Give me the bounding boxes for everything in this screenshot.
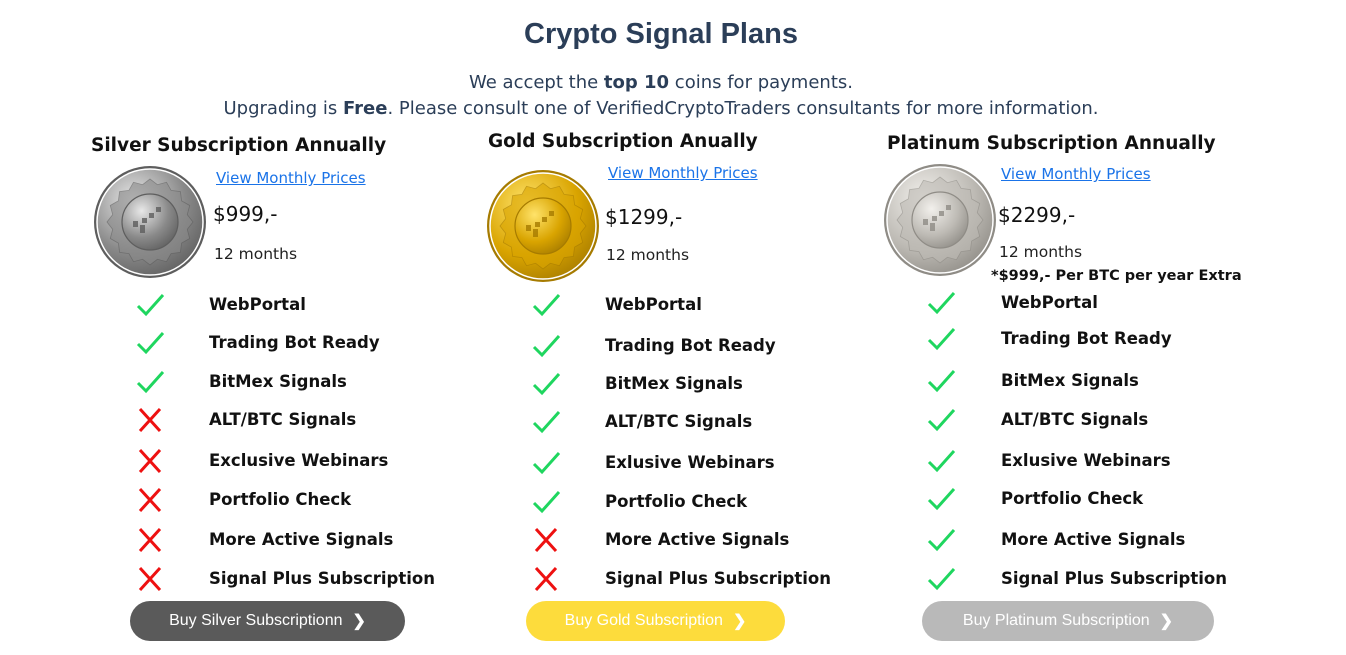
check-icon [532, 410, 561, 434]
cross-icon [532, 527, 560, 553]
buy-platinum-button[interactable]: Buy Platinum Subscription ❯ [922, 601, 1214, 641]
gold-coin-icon [486, 169, 600, 283]
check-icon [136, 370, 165, 394]
feature-label: Portfolio Check [605, 492, 748, 511]
buy-silver-button[interactable]: Buy Silver Subscriptionn ❯ [130, 601, 405, 641]
feature-label: ALT/BTC Signals [605, 412, 753, 431]
plan-title: Gold Subscription Anually [488, 131, 758, 152]
button-label: Buy Platinum Subscription [962, 612, 1150, 629]
feature-label: ALT/BTC Signals [209, 410, 357, 429]
plan-duration: 12 months [999, 243, 1083, 261]
check-icon [532, 490, 561, 514]
feature-label: Trading Bot Ready [1001, 329, 1172, 348]
upgrade-note: Upgrading is Free. Please consult one of… [223, 98, 1099, 119]
plan-duration: 12 months [214, 245, 298, 263]
chevron-right-icon: ❯ [1159, 613, 1174, 630]
check-icon [532, 293, 561, 317]
feature-label: Portfolio Check [209, 490, 352, 509]
check-icon [927, 449, 956, 473]
feature-label: WebPortal [1001, 293, 1098, 312]
feature-label: More Active Signals [605, 530, 790, 549]
check-icon [927, 291, 956, 315]
feature-label: BitMex Signals [605, 374, 743, 393]
check-icon [927, 567, 956, 591]
check-icon [136, 293, 165, 317]
view-monthly-prices-link[interactable]: View Monthly Prices [608, 164, 758, 182]
cross-icon [136, 487, 164, 513]
chevron-right-icon: ❯ [732, 613, 747, 630]
check-icon [532, 334, 561, 358]
feature-label: ALT/BTC Signals [1001, 410, 1149, 429]
feature-label: More Active Signals [1001, 530, 1186, 549]
feature-label: Signal Plus Subscription [209, 569, 435, 588]
plan-price: $999,- [213, 202, 278, 226]
feature-label: Trading Bot Ready [209, 333, 380, 352]
feature-label: Signal Plus Subscription [1001, 569, 1227, 588]
check-icon [927, 327, 956, 351]
check-icon [927, 408, 956, 432]
feature-label: Exclusive Webinars [209, 451, 389, 470]
view-monthly-prices-link[interactable]: View Monthly Prices [216, 169, 366, 187]
check-icon [136, 331, 165, 355]
plan-price: $1299,- [605, 205, 683, 229]
cross-icon [532, 566, 560, 592]
check-icon [927, 487, 956, 511]
feature-label: Portfolio Check [1001, 489, 1144, 508]
cross-icon [136, 527, 164, 553]
feature-label: Signal Plus Subscription [605, 569, 831, 588]
check-icon [927, 528, 956, 552]
button-label: Buy Silver Subscriptionn [169, 612, 343, 629]
feature-label: Trading Bot Ready [605, 336, 776, 355]
plan-duration: 12 months [606, 246, 690, 264]
check-icon [532, 451, 561, 475]
feature-label: More Active Signals [209, 530, 394, 549]
feature-label: BitMex Signals [209, 372, 347, 391]
plan-price: $2299,- [998, 203, 1076, 227]
cross-icon [136, 566, 164, 592]
view-monthly-prices-link[interactable]: View Monthly Prices [1001, 165, 1151, 183]
feature-label: BitMex Signals [1001, 371, 1139, 390]
cross-icon [136, 407, 164, 433]
platinum-coin-icon [883, 163, 997, 277]
payment-note: We accept the top 10 coins for payments. [469, 72, 853, 93]
feature-label: WebPortal [605, 295, 702, 314]
feature-label: WebPortal [209, 295, 306, 314]
plan-title: Platinum Subscription Annually [887, 133, 1216, 154]
feature-label: Exlusive Webinars [605, 453, 775, 472]
plan-extra-note: *$999,- Per BTC per year Extra [991, 268, 1242, 284]
feature-label: Exlusive Webinars [1001, 451, 1171, 470]
plan-title: Silver Subscription Annually [91, 135, 387, 156]
silver-coin-icon [93, 165, 207, 279]
page-title: Crypto Signal Plans [524, 18, 798, 50]
check-icon [927, 369, 956, 393]
chevron-right-icon: ❯ [352, 613, 366, 630]
cross-icon [136, 448, 164, 474]
buy-gold-button[interactable]: Buy Gold Subscription ❯ [526, 601, 785, 641]
button-label: Buy Gold Subscription [564, 612, 723, 629]
check-icon [532, 372, 561, 396]
